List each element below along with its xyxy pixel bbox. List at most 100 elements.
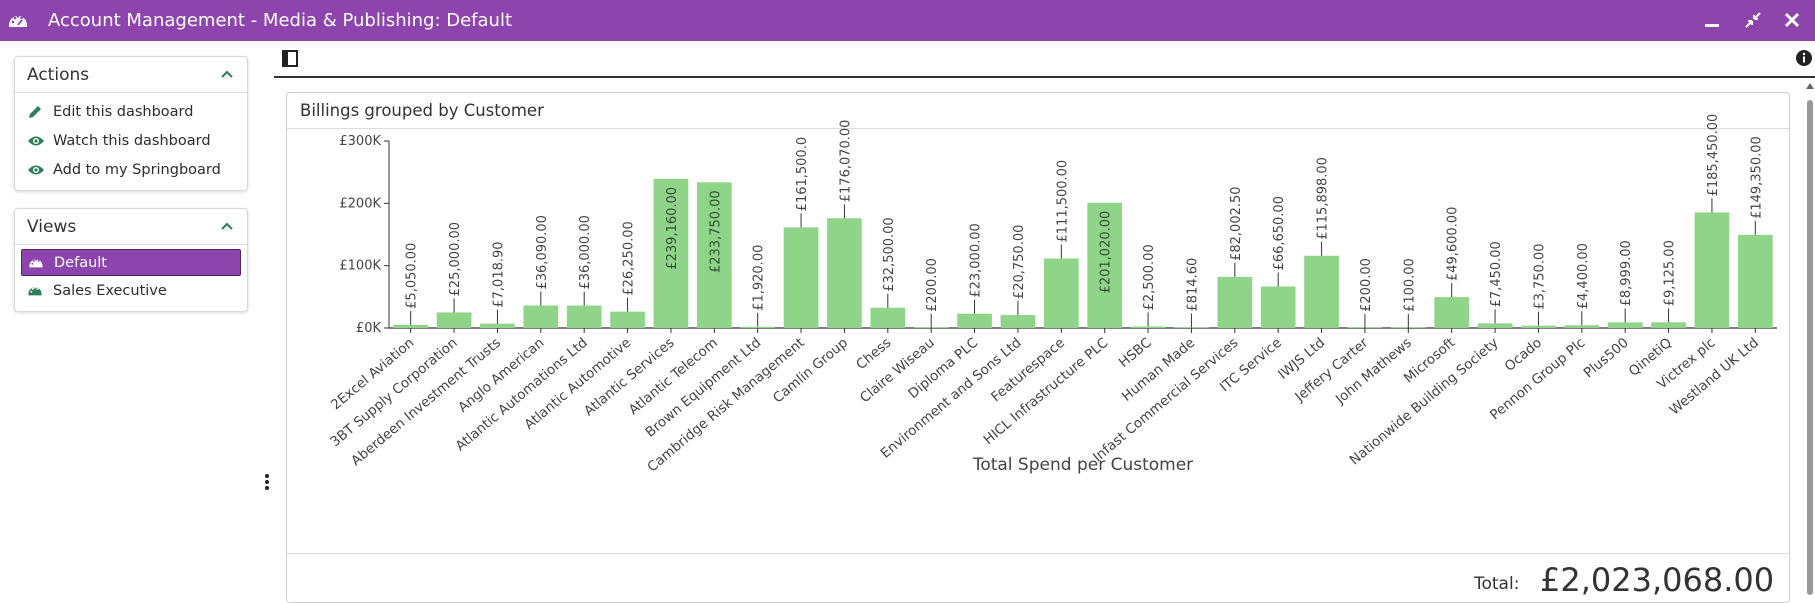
view-item-sales-executive-label: Sales Executive (53, 282, 167, 299)
data-label: £200.00 (925, 258, 940, 312)
data-label: £100.00 (1402, 258, 1417, 312)
chart-bar (1564, 325, 1600, 328)
y-tick-label: £300K (339, 134, 381, 149)
chart-bar (870, 307, 906, 328)
eye-icon (27, 162, 45, 178)
chart-bar (1737, 234, 1773, 328)
kebab-menu-icon[interactable] (264, 473, 270, 491)
data-label: £111,500.00 (1055, 160, 1070, 243)
pencil-icon (27, 104, 45, 120)
card-footer-divider (287, 553, 1789, 554)
data-label: £7,450.00 (1489, 241, 1504, 307)
minimize-icon[interactable] (1701, 9, 1723, 31)
edit-dashboard-action[interactable]: Edit this dashboard (21, 97, 241, 126)
chart-bar (1477, 323, 1513, 328)
data-label: £233,750.00 (708, 190, 723, 273)
scroll-up-arrow[interactable] (1806, 83, 1814, 89)
x-tick-label: Claire Wiseau (857, 335, 938, 406)
chart-bar (1607, 322, 1643, 328)
chart-bar (566, 305, 602, 328)
view-item-default-label: Default (54, 254, 107, 271)
y-tick-label: £200K (339, 196, 381, 211)
chart-bar (393, 324, 429, 328)
data-label: £200.00 (1359, 258, 1374, 312)
data-label: £8,999.00 (1619, 240, 1634, 306)
y-tick-label: £100K (339, 259, 381, 274)
data-label: £9,125.00 (1663, 240, 1678, 306)
window-title: Account Management - Media & Publishing:… (48, 10, 513, 31)
data-label: £23,000.00 (969, 223, 984, 297)
chart-bar (957, 313, 992, 328)
scrollbar[interactable] (1805, 80, 1815, 603)
chart-bar (436, 312, 472, 328)
data-label: £5,050.00 (405, 243, 420, 309)
dashboard-icon (28, 255, 46, 271)
data-label: £176,070.00 (838, 120, 853, 203)
data-label: £1,920.00 (752, 245, 767, 311)
data-label: £115,898.00 (1316, 157, 1331, 240)
data-label: £185,450.00 (1706, 114, 1721, 197)
chart-bar (1217, 276, 1253, 328)
chart-bar (1694, 212, 1730, 328)
chart-bar (783, 227, 819, 328)
edit-dashboard-label: Edit this dashboard (53, 103, 194, 120)
actions-panel-header[interactable]: Actions (15, 57, 247, 93)
x-tick-label: Plus500 (1581, 335, 1632, 381)
total-value: £2,023,068.00 (1540, 561, 1775, 599)
data-label: £49,600.00 (1446, 207, 1461, 281)
data-label: £814.60 (1185, 258, 1200, 312)
x-tick-label: Camlin Group (770, 335, 851, 407)
total-label: Total: (1474, 574, 1520, 594)
chart-bar (523, 305, 559, 328)
x-axis-title: Total Spend per Customer (972, 455, 1193, 475)
billings-card: Billings grouped by Customer £0K £100K £20… (286, 92, 1790, 603)
info-icon[interactable] (1795, 49, 1813, 67)
chart-bar (1651, 322, 1686, 328)
data-label: £36,090.00 (535, 215, 550, 289)
data-label: £25,000.00 (448, 222, 463, 296)
scroll-thumb[interactable] (1807, 100, 1813, 595)
data-label: £26,250.00 (622, 221, 637, 295)
chart-bar (827, 218, 862, 328)
close-icon[interactable] (1781, 9, 1803, 31)
view-item-sales-executive[interactable]: Sales Executive (21, 276, 241, 305)
content-divider (274, 76, 1815, 78)
views-panel-title: Views (27, 216, 77, 237)
data-label: £239,160.00 (665, 187, 680, 270)
chevron-up-icon[interactable] (221, 221, 233, 231)
data-label: £149,350.00 (1749, 136, 1764, 219)
sidebar-toggle-icon[interactable] (282, 50, 298, 67)
chart-bar (740, 326, 776, 328)
view-item-default[interactable]: Default (21, 249, 241, 276)
chevron-up-icon[interactable] (221, 69, 233, 79)
data-label: £3,750.00 (1532, 243, 1547, 309)
chart-bar (1130, 326, 1166, 328)
actions-panel-title: Actions (27, 64, 90, 85)
data-label: £201,020.00 (1099, 211, 1114, 294)
add-to-springboard-action[interactable]: Add to my Springboard (21, 155, 241, 184)
data-label: £2,500.00 (1142, 244, 1157, 310)
eye-icon (27, 133, 45, 149)
card-title: Billings grouped by Customer (300, 101, 544, 120)
add-to-springboard-label: Add to my Springboard (53, 161, 221, 178)
x-tick-label: John Mathews (1332, 335, 1415, 408)
chart-bar (610, 311, 645, 328)
restore-icon[interactable] (1742, 9, 1764, 31)
card-header-divider (287, 128, 1789, 129)
watch-dashboard-label: Watch this dashboard (53, 132, 211, 149)
data-label: £66,650.00 (1272, 196, 1287, 270)
views-panel-header[interactable]: Views (15, 209, 247, 245)
data-label: £36,000.00 (578, 215, 593, 289)
y-tick-label: £0K (356, 321, 382, 336)
chart-bar (1304, 255, 1339, 328)
chart-bar (1000, 315, 1036, 328)
data-label: £32,500.00 (882, 217, 897, 291)
views-panel: Views Default (14, 208, 248, 312)
watch-dashboard-action[interactable]: Watch this dashboard (21, 126, 241, 155)
chart-bar (1260, 286, 1296, 328)
dashboard-icon (27, 283, 45, 299)
sidebar: Actions Edit this dashboard Watch this d… (14, 56, 248, 329)
window-titlebar: Account Management - Media & Publishing:… (0, 0, 1815, 41)
chart-bar (696, 182, 732, 328)
